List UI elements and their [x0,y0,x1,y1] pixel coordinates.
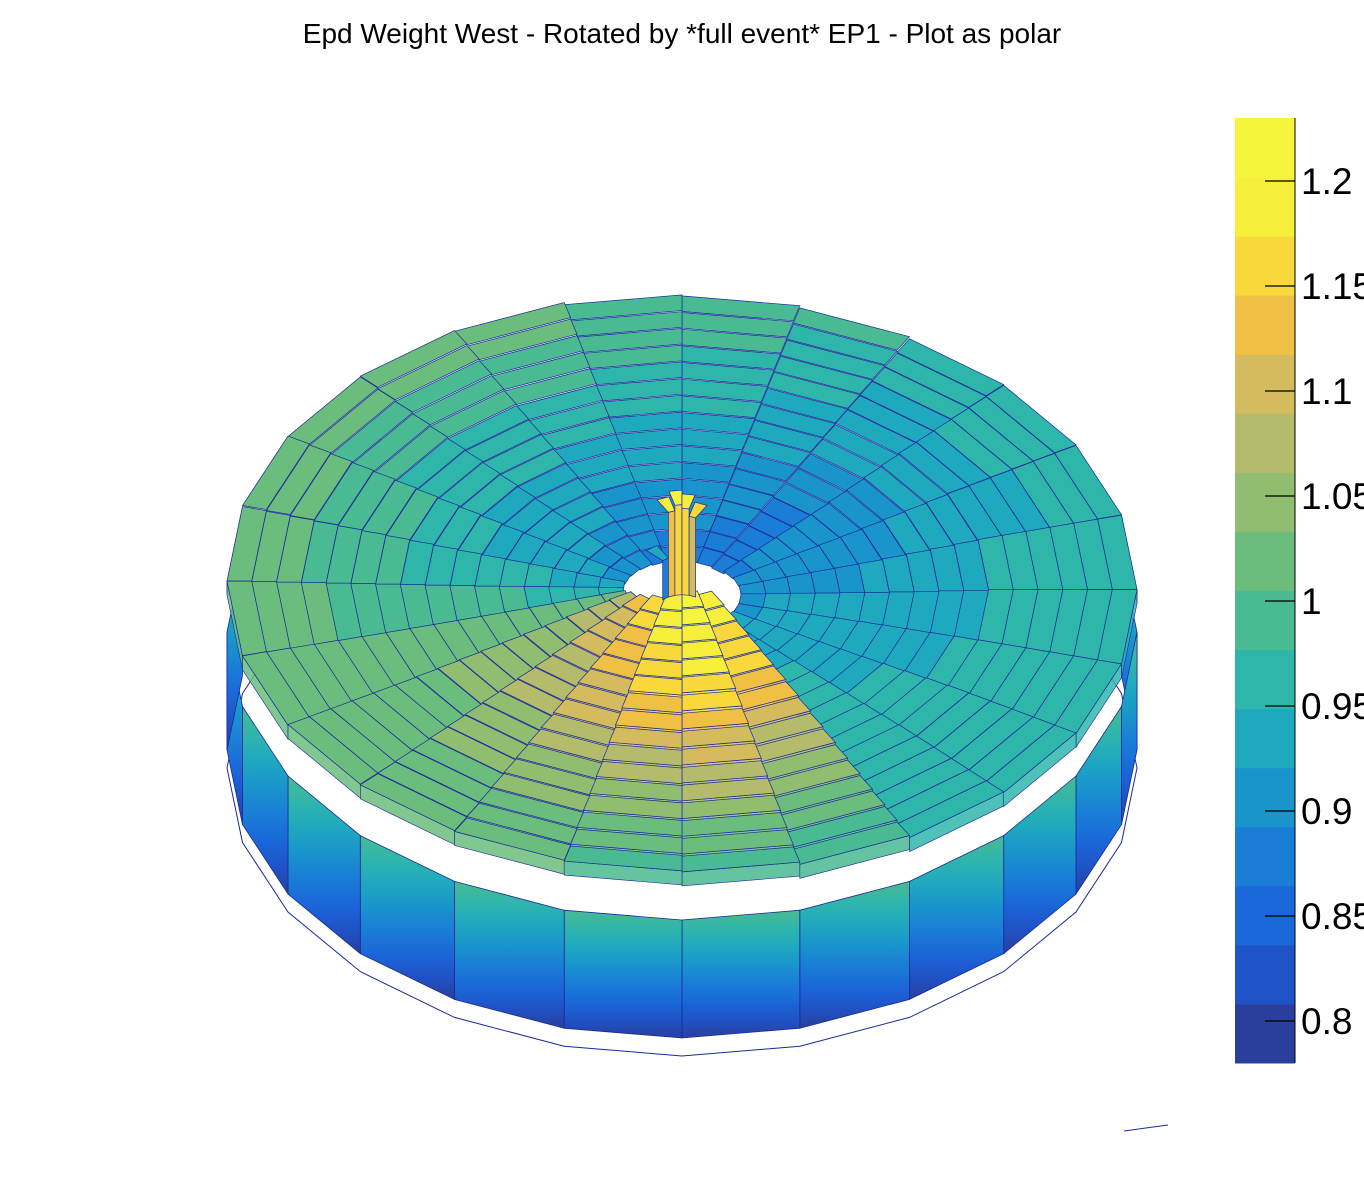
cell-top-face [696,547,725,567]
colorbar-tick-label: 1.1 [1301,371,1352,412]
colorbar-band [1235,118,1295,178]
cell-top-face [621,692,683,714]
outer-wall-segment [681,909,801,1039]
cell-top-face [576,811,683,837]
cell-top-face [786,323,898,366]
cell-top-face [780,339,886,380]
cell-top-face [709,515,750,539]
peak-column-side [681,507,690,596]
outer-wall-segment [909,834,1005,1001]
colorbar-tick-label: 0.95 [1301,686,1364,727]
colorbar-band [1235,177,1295,237]
cell-top-face [634,658,683,679]
cell-top-face [614,709,683,731]
outer-wall-segment [287,775,361,955]
colorbar-band [1235,295,1295,355]
outer-wall-segment [799,880,910,1029]
peak-column-top [656,496,676,513]
outer-wall-segment [359,834,455,1001]
cell-top-face [289,453,353,521]
color-scale: 0.8 0.85 0.9 0.95 1 1.05 1.1 1.15 1.2 [1235,118,1364,1064]
cell-top-face [602,743,683,767]
colorbar-band [1235,944,1295,1005]
cell-top-face [359,330,468,388]
colorbar-tick-label: 1.2 [1301,161,1352,202]
peak-column-top [688,501,708,519]
cell-top-face [646,626,683,645]
peak-column-top [645,544,669,562]
cell-top-face [792,307,911,351]
cell-top-face [896,338,1005,397]
chart-title: Epd Weight West - Rotated by *full event… [302,18,1062,49]
cell-top-face [265,444,332,515]
cell-top-face [681,623,718,643]
colorbar-tick-label: 1 [1301,581,1322,622]
cell-top-face [703,531,737,553]
colorbar-tick-label: 0.85 [1301,896,1364,937]
peak-column-side [688,515,696,598]
cell-top-face [241,435,310,510]
colorbar-tick-label: 0.9 [1301,791,1352,832]
lego-body [226,294,1138,1039]
colorbar-band [1235,590,1295,651]
colorbar-band [1235,649,1295,710]
cell-top-face [453,817,572,861]
colorbar-band [1235,354,1295,414]
cell-top-face [595,761,683,785]
colorbar-band [1235,708,1295,769]
peak-column-side [662,557,669,601]
peak-column-side [674,504,683,596]
cell-top-face [523,563,554,591]
outer-wall-segment [1003,775,1077,955]
base-outline [226,623,1138,1057]
colorbar-band [1235,826,1295,887]
cell-top-face [754,403,836,438]
cell-top-face [653,609,683,628]
peak-column-top [681,493,696,510]
cell-top-face [582,794,683,819]
peak-column-side [668,510,676,598]
cell-top-face [627,675,683,696]
cell-top-face [810,567,841,595]
axis-stub-line [1123,1124,1169,1132]
cell-top-face [786,572,816,595]
colorbar-band [1235,531,1295,591]
cell-top-face [589,777,683,802]
cell-top-face [640,642,683,662]
outer-wall-segment [242,705,289,896]
peak-column-top [668,489,683,506]
cell-top-face [722,484,775,510]
colorbar-band [1235,472,1295,532]
cell-top-face [681,639,724,660]
outer-wall-segment [454,880,565,1029]
cell-top-face [377,345,480,401]
colorbar-tick-label: 0.8 [1301,1001,1352,1042]
colorbar-band [1235,413,1295,473]
cell-top-face [570,828,683,854]
colorbar-tick-label: 1.15 [1301,266,1364,307]
colorbar-band [1235,1003,1295,1064]
cell-top-face [287,716,379,785]
colorbar-band [1235,767,1295,828]
cell-top-face [773,355,874,395]
cell-top-face [608,726,683,749]
colorbar-tick-label: 1.05 [1301,476,1364,517]
outer-wall-segment [563,909,683,1039]
cell-top-face [359,773,468,832]
cell-top-face [716,499,762,525]
cell-top-face [563,845,683,872]
colorbar-band [1235,236,1295,296]
